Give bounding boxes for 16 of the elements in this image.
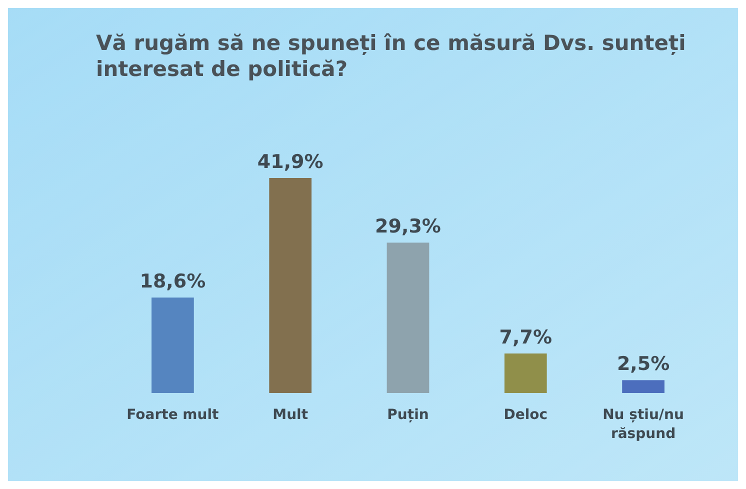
data-label: 29,3% <box>375 216 441 238</box>
data-label: 2,5% <box>616 353 670 376</box>
bar <box>504 353 547 393</box>
data-label: 7,7% <box>499 326 552 348</box>
x-tick-label: Mult <box>272 407 308 423</box>
bar <box>622 380 664 393</box>
data-label: 18,6% <box>140 270 206 293</box>
chart-title: Vă rugăm să ne spuneți în ce măsură Dvs. sunteți interesat de politică? <box>96 31 686 81</box>
bar <box>386 242 430 393</box>
bar <box>269 178 312 393</box>
x-tick-label: Deloc <box>504 407 548 423</box>
data-label: 41,9% <box>257 151 324 173</box>
x-tick-label: Puțin <box>387 407 429 423</box>
x-tick-label: Foarte mult <box>126 407 220 423</box>
x-tick-label: Nu știu/nu răspund <box>602 407 684 442</box>
bar <box>152 298 194 393</box>
